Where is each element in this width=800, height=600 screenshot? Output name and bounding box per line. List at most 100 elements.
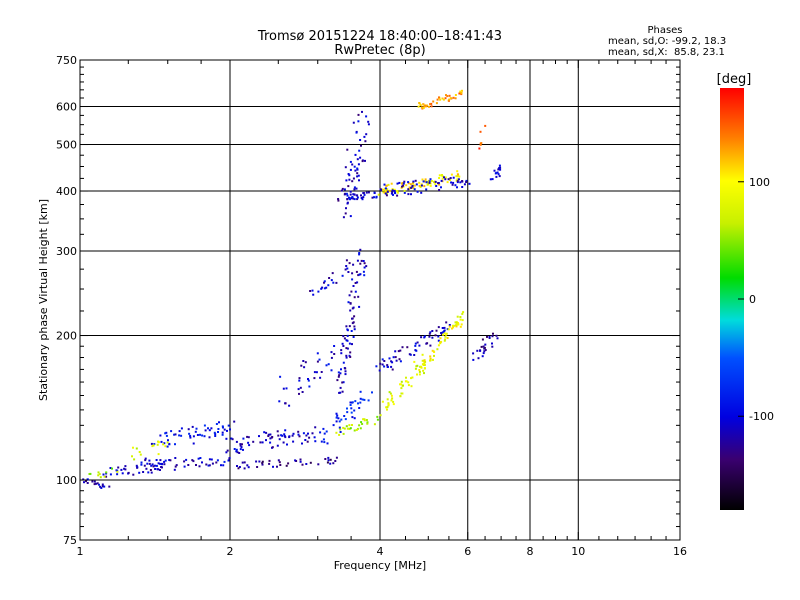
data-point (223, 460, 226, 463)
data-point (83, 481, 85, 484)
colorbar-label: [deg] (717, 72, 752, 87)
data-point (423, 372, 425, 375)
data-point (150, 471, 153, 474)
data-point (358, 253, 361, 256)
data-point (362, 418, 365, 421)
data-point (283, 435, 286, 437)
data-point (267, 435, 270, 437)
data-point (363, 262, 366, 265)
data-point (450, 181, 453, 184)
data-point (376, 415, 379, 418)
data-point (349, 309, 352, 312)
data-point (484, 349, 487, 351)
data-point (164, 432, 167, 435)
data-point (409, 183, 412, 186)
data-point (306, 440, 309, 443)
data-point (403, 180, 406, 183)
data-point (362, 192, 365, 194)
data-point (472, 352, 475, 355)
data-point (423, 336, 426, 339)
data-point (407, 193, 410, 196)
data-point (109, 473, 112, 476)
data-point (351, 272, 354, 275)
data-point (363, 274, 366, 277)
data-point (398, 358, 401, 361)
data-point (390, 365, 393, 368)
data-point (420, 336, 423, 339)
data-point (343, 427, 346, 430)
data-point (178, 430, 181, 433)
data-point (448, 94, 451, 97)
data-point (347, 185, 350, 188)
data-point (420, 191, 423, 194)
data-point (348, 178, 351, 181)
data-point (453, 324, 456, 327)
data-point (316, 360, 319, 363)
data-point (425, 105, 428, 108)
data-point (226, 449, 229, 452)
data-point (390, 192, 393, 195)
data-point (452, 326, 455, 329)
data-point (461, 312, 464, 315)
data-point (432, 100, 435, 103)
data-point (399, 383, 401, 386)
data-point (298, 377, 301, 380)
data-point (351, 163, 354, 166)
data-point (400, 380, 403, 383)
data-point (441, 331, 444, 334)
data-point (416, 373, 418, 376)
data-point (148, 459, 151, 462)
data-point (285, 387, 288, 390)
data-point (146, 462, 149, 465)
data-point (373, 191, 376, 194)
data-point (307, 432, 309, 435)
data-point (446, 181, 449, 184)
data-point (217, 428, 220, 430)
data-point (205, 463, 208, 466)
data-point (327, 284, 330, 287)
data-point (353, 409, 356, 412)
data-point (360, 144, 362, 147)
data-point (455, 175, 458, 178)
data-point (461, 89, 463, 92)
data-point (132, 473, 135, 476)
data-point (163, 460, 166, 463)
data-point (391, 189, 394, 192)
data-point (105, 471, 108, 474)
y-axis-label: Stationary phase Virtual Height [km] (37, 199, 50, 401)
data-point (386, 408, 388, 411)
data-point (421, 178, 424, 181)
data-point (215, 423, 218, 425)
data-point (346, 347, 349, 350)
data-point (351, 278, 354, 281)
data-point (351, 401, 354, 404)
data-point (362, 260, 365, 262)
data-point (330, 356, 333, 359)
data-point (160, 466, 163, 468)
data-point (348, 262, 351, 265)
data-point (342, 216, 345, 219)
y-tick-label: 75 (63, 534, 77, 547)
data-point (342, 361, 345, 364)
data-point (307, 378, 309, 380)
data-point (442, 333, 444, 336)
data-point (439, 337, 442, 340)
data-point (350, 330, 353, 332)
data-point (346, 201, 349, 204)
data-point (120, 468, 123, 471)
data-point (359, 156, 362, 159)
data-point (416, 364, 419, 367)
data-points (82, 89, 502, 489)
data-point (358, 149, 361, 152)
data-point (284, 429, 287, 432)
x-tick-labels: 1 2 4 6 8 10 16 (77, 545, 688, 558)
data-point (108, 485, 111, 488)
data-point (452, 176, 455, 179)
data-point (386, 190, 389, 193)
data-point (82, 478, 85, 481)
data-point (434, 180, 437, 183)
grid-lines (80, 60, 680, 540)
data-point (459, 181, 462, 184)
data-point (210, 458, 213, 461)
data-point (330, 351, 333, 354)
